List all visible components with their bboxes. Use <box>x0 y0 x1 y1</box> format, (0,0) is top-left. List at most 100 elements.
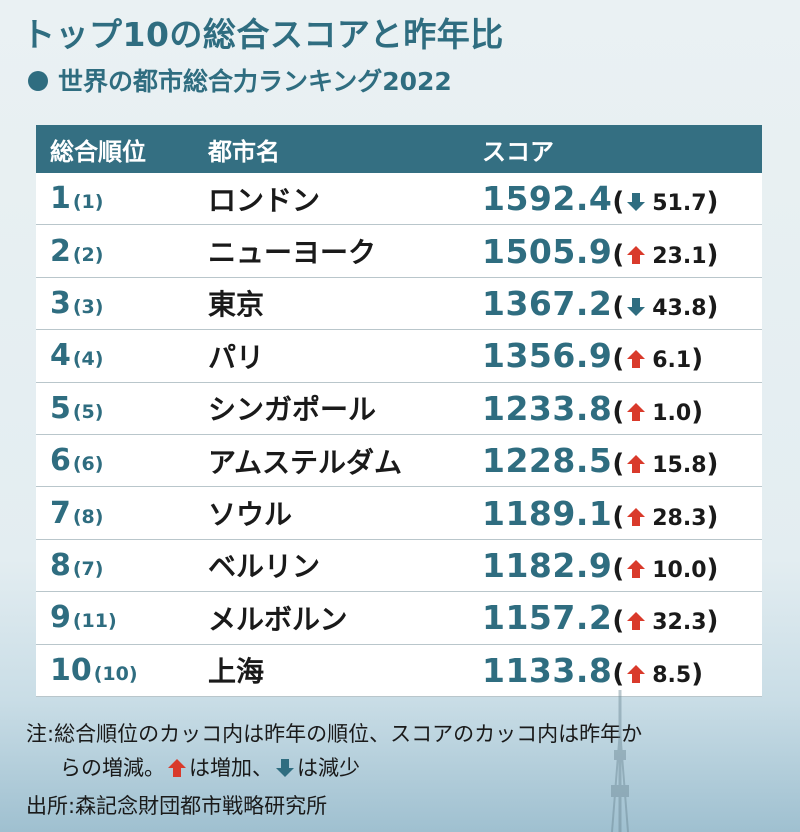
paren-close: ) <box>706 553 719 584</box>
table-row: 1 (1) ロンドン 1592.4(51.7) <box>36 173 762 226</box>
paren-open: ( <box>612 291 625 322</box>
tower-silhouette-icon <box>611 690 629 832</box>
city-name: ニューヨーク <box>208 236 377 270</box>
rank-cell: 5 (5) <box>36 391 208 426</box>
rank-value: 1 <box>50 181 71 217</box>
change-value: 32.3 <box>652 610 707 636</box>
change-value: 51.7 <box>652 191 707 217</box>
up-arrow-icon <box>626 611 646 631</box>
prev-rank-value: (10) <box>93 662 138 685</box>
change-value: 43.8 <box>652 295 707 321</box>
prev-rank-value: (11) <box>72 610 117 633</box>
up-arrow-icon <box>626 507 646 527</box>
table-row: 2 (2) ニューヨーク 1505.9(23.1) <box>36 225 762 278</box>
up-arrow-icon <box>626 402 646 422</box>
rank-value: 9 <box>50 600 71 636</box>
city-name: ベルリン <box>208 550 321 584</box>
down-arrow-icon <box>626 192 646 212</box>
city-name: 上海 <box>208 655 265 689</box>
change-value: 23.1 <box>652 243 707 269</box>
paren-open: ( <box>612 658 625 689</box>
score-cell: 1592.4(51.7) <box>482 179 762 218</box>
table-row: 5 (5) シンガポール 1233.8(1.0) <box>36 382 762 435</box>
header-score: スコア <box>482 137 554 166</box>
score-value: 1367.2 <box>482 283 613 323</box>
change-value: 15.8 <box>652 453 707 479</box>
rank-value: 8 <box>50 547 71 583</box>
table-row: 8 (7) ベルリン 1182.9(10.0) <box>36 539 762 593</box>
table-row: 6 (6) アムステルダム 1228.5(15.8) <box>36 434 762 488</box>
paren-open: ( <box>612 501 625 532</box>
table-body: 1 (1) ロンドン 1592.4(51.7) 2 (2) ニューヨーク 1505.9(23.… <box>36 173 762 697</box>
paren-close: ) <box>706 501 719 532</box>
change-value: 10.0 <box>652 557 707 583</box>
score-value: 1133.8 <box>482 650 613 690</box>
note-text-b: は増加、 <box>189 756 273 780</box>
score-value: 1228.5 <box>482 441 613 481</box>
up-arrow-icon <box>626 349 646 369</box>
up-arrow-icon <box>167 758 187 778</box>
paren-open: ( <box>612 239 625 270</box>
score-value: 1182.9 <box>482 545 613 585</box>
rank-value: 6 <box>50 443 71 479</box>
rank-cell: 9 (11) <box>36 600 208 635</box>
paren-open: ( <box>612 606 625 637</box>
note-text-c: は減少 <box>297 756 360 780</box>
rank-value: 7 <box>50 495 71 531</box>
chart-title: トップ10の総合スコアと昨年比 <box>22 15 504 54</box>
change-value: 28.3 <box>652 505 707 531</box>
rank-value: 10 <box>50 652 92 688</box>
down-arrow-icon <box>275 758 295 778</box>
score-cell: 1505.9(23.1) <box>482 232 762 271</box>
paren-close: ) <box>691 658 704 689</box>
score-value: 1157.2 <box>482 598 613 638</box>
paren-close: ) <box>706 239 719 270</box>
rank-cell: 4 (4) <box>36 338 208 373</box>
score-cell: 1367.2(43.8) <box>482 284 762 323</box>
city-name: メルボルン <box>208 602 348 636</box>
rank-value: 5 <box>50 390 71 426</box>
paren-close: ) <box>691 396 704 427</box>
rank-cell: 7 (8) <box>36 496 208 531</box>
chart-subtitle: 世界の都市総合力ランキング2022 <box>28 62 452 98</box>
up-arrow-icon <box>626 559 646 579</box>
score-cell: 1228.5(15.8) <box>482 441 762 480</box>
source-note: 出所:森記念財団都市戦略研究所 <box>26 794 328 818</box>
paren-close: ) <box>706 606 719 637</box>
ranking-table: 総合順位 都市名 スコア 1 (1) ロンドン 1592.4(51.7) 2 (2) ニュー… <box>36 125 762 697</box>
bullet-dot-icon <box>28 71 48 91</box>
prev-rank-value: (3) <box>72 295 104 318</box>
prev-rank-value: (1) <box>72 191 104 214</box>
city-name: ソウル <box>208 498 293 532</box>
header-rank: 総合順位 <box>50 137 146 166</box>
score-value: 1189.1 <box>482 493 613 533</box>
city-name: アムステルダム <box>208 445 403 479</box>
score-cell: 1189.1(28.3) <box>482 494 762 533</box>
prev-rank-value: (8) <box>72 505 104 528</box>
score-cell: 1233.8(1.0) <box>482 389 762 428</box>
rank-value: 2 <box>50 233 71 269</box>
score-cell: 1133.8(8.5) <box>482 651 762 690</box>
header-city: 都市名 <box>208 137 280 166</box>
score-value: 1592.4 <box>482 179 613 219</box>
city-name: シンガポール <box>208 393 377 427</box>
rank-cell: 1 (1) <box>36 181 208 216</box>
paren-open: ( <box>612 553 625 584</box>
rank-cell: 8 (7) <box>36 548 208 583</box>
change-value: 6.1 <box>652 348 692 374</box>
prev-rank-value: (2) <box>72 243 104 266</box>
note-line-2: らの増減。 は増加、 は減少 <box>60 752 360 782</box>
up-arrow-icon <box>626 245 646 265</box>
change-value: 1.0 <box>652 400 692 426</box>
subtitle-text: 世界の都市総合力ランキング2022 <box>58 67 452 96</box>
up-arrow-icon <box>626 454 646 474</box>
score-cell: 1356.9(6.1) <box>482 336 762 375</box>
prev-rank-value: (7) <box>72 557 104 580</box>
score-value: 1505.9 <box>482 231 613 271</box>
prev-rank-value: (6) <box>72 453 104 476</box>
table-row: 3 (3) 東京 1367.2(43.8) <box>36 277 762 331</box>
paren-open: ( <box>612 396 625 427</box>
rank-cell: 6 (6) <box>36 443 208 478</box>
down-arrow-icon <box>626 297 646 317</box>
table-row: 7 (8) ソウル 1189.1(28.3) <box>36 487 762 540</box>
